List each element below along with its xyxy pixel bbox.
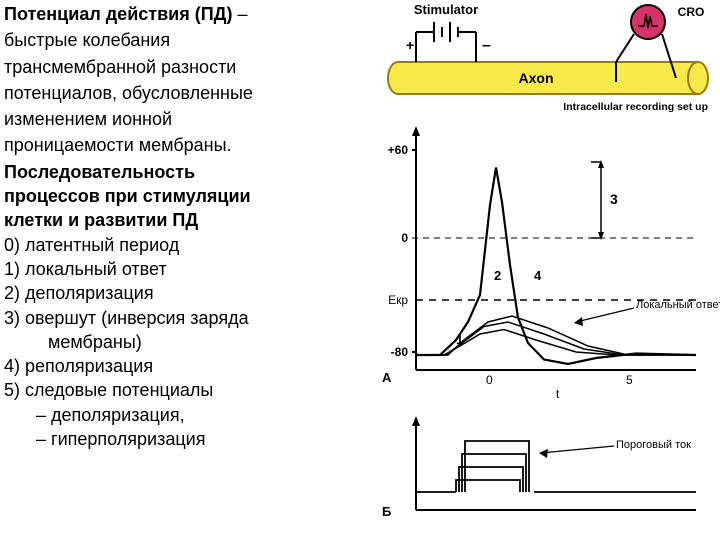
plot-b: Пороговый ток Б	[382, 416, 696, 519]
definition-line: Потенциал действия (ПД) –	[4, 2, 376, 26]
ekr-label: Екр	[388, 293, 408, 307]
ytick-n80: -80	[391, 345, 409, 359]
list-item-3b: мембраны)	[4, 330, 376, 354]
list-item-2: 2) деполяризация	[4, 281, 376, 305]
definition-line: проницаемости мембраны.	[4, 133, 376, 157]
ytick-60: +60	[388, 143, 409, 157]
cro-label: CRO	[678, 5, 705, 19]
sub-item-hyper: – гиперполяризация	[4, 427, 376, 451]
definition-line: быстрые колебания	[4, 28, 376, 52]
phase-4: 4	[534, 268, 542, 283]
list-item-0: 0) латентный период	[4, 233, 376, 257]
list-item-1: 1) локальный ответ	[4, 257, 376, 281]
axon: Axon	[388, 62, 708, 94]
plus-label: +	[406, 37, 414, 53]
definition-line: трансмембранной разности	[4, 55, 376, 79]
list-item-3: 3) овершут (инверсия заряда	[4, 306, 376, 330]
definition-line: изменением ионной	[4, 107, 376, 131]
list-item-5: 5) следовые потенциалы	[4, 378, 376, 402]
action-potential-diagram: Axon Stimulator + – CRO Intracellular re…	[376, 0, 720, 540]
apparatus: Axon Stimulator + – CRO Intracellular re…	[388, 2, 708, 113]
threshold-label: Пороговый ток	[616, 439, 691, 451]
sequence-heading: Последовательность	[4, 160, 376, 184]
text-column: Потенциал действия (ПД) – быстрые колеба…	[4, 2, 376, 451]
dash: –	[232, 4, 247, 24]
x5: 5	[626, 373, 633, 387]
axon-label: Axon	[519, 70, 554, 86]
phase-1: 1	[456, 332, 463, 347]
stimulus-steps	[456, 441, 529, 492]
phase-2: 2	[494, 268, 501, 283]
phase-3: 3	[610, 191, 618, 207]
panel-b: Б	[382, 504, 391, 519]
sequence-heading: клетки и развитии ПД	[4, 208, 376, 232]
t-label: t	[556, 387, 560, 401]
stimulator-label: Stimulator	[414, 2, 478, 17]
plot-a: +60 0 -80 Екр 3 1 2 4 Локальный ответ	[382, 126, 720, 401]
list-item-4: 4) реполяризация	[4, 354, 376, 378]
x0: 0	[486, 373, 493, 387]
sequence-heading: процессов при стимуляции	[4, 184, 376, 208]
title: Потенциал действия (ПД)	[4, 4, 232, 24]
recording-label: Intracellular recording set up	[563, 101, 708, 113]
overshoot-bracket: 3	[591, 160, 618, 240]
ytick-0: 0	[401, 231, 408, 245]
stimulator: Stimulator + –	[406, 2, 491, 62]
sub-item-depol: – деполяризация,	[4, 403, 376, 427]
minus-label: –	[482, 37, 491, 54]
definition-line: потенциалов, обусловленные	[4, 81, 376, 105]
local-label: Локальный ответ	[636, 299, 720, 311]
panel-a: А	[382, 370, 392, 385]
